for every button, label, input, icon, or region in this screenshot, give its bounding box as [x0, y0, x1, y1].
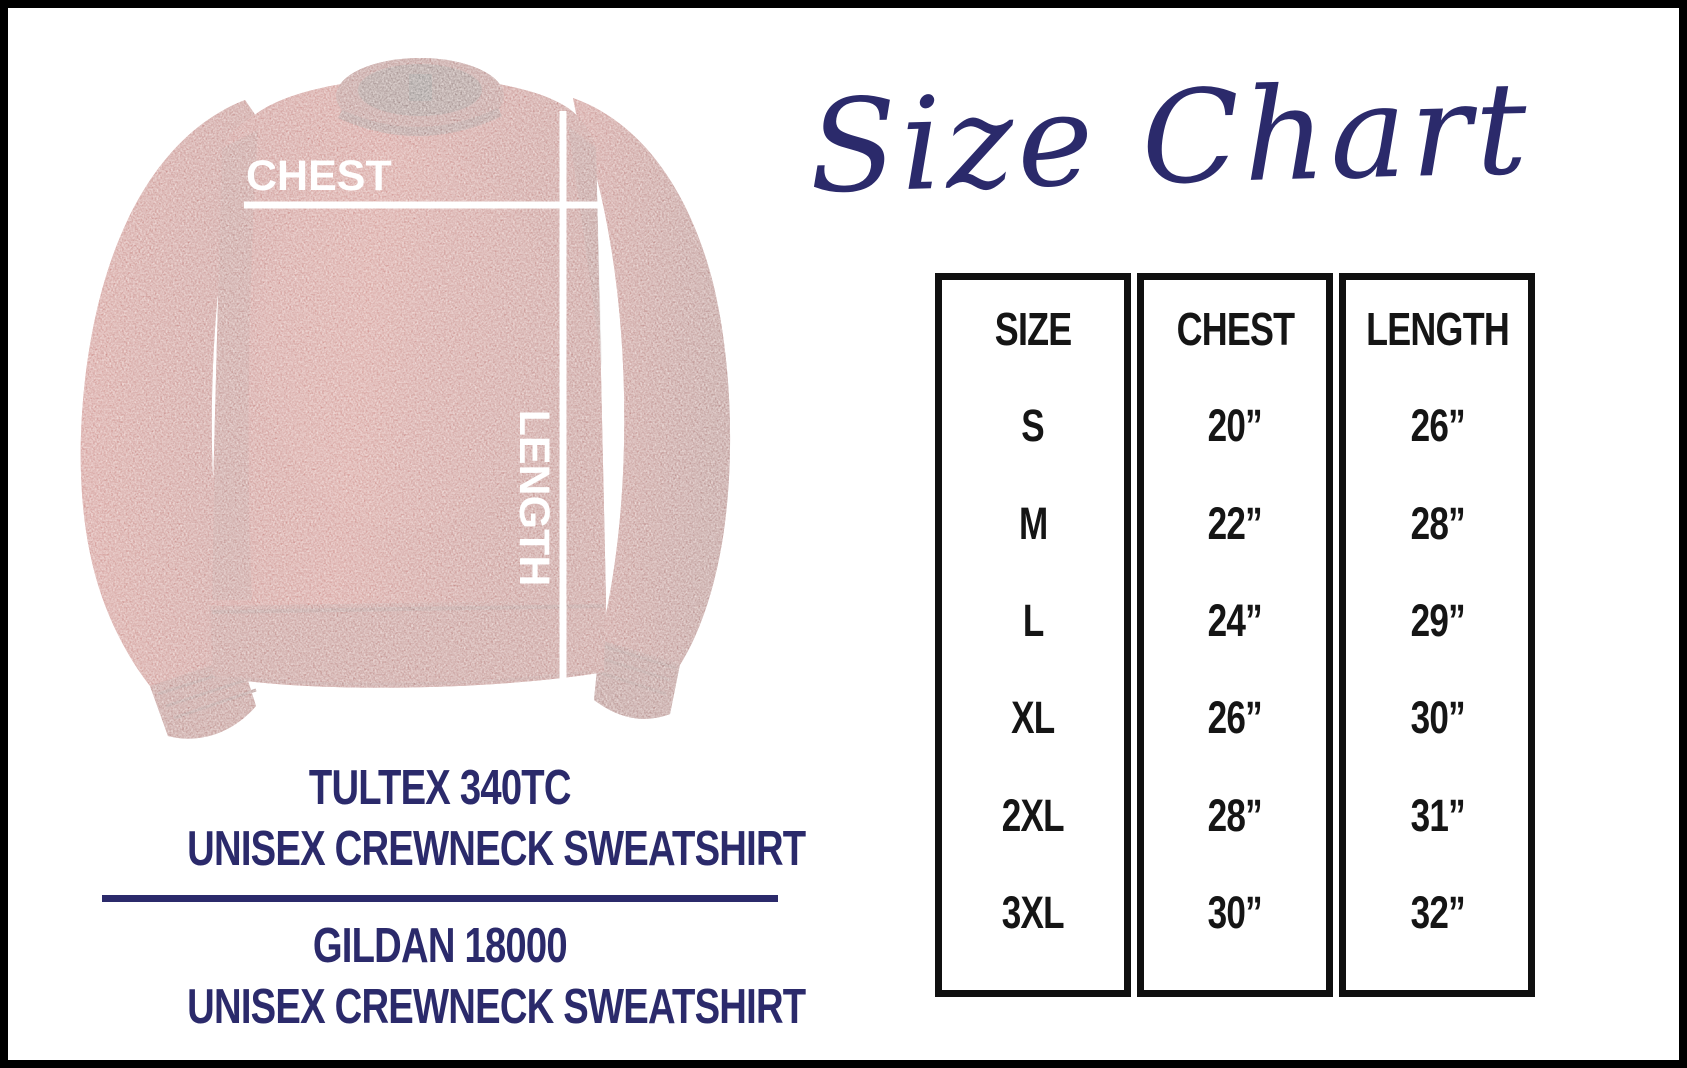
sweatshirt-image: CHEST LENGTH: [80, 58, 731, 739]
product-style-tultex: UNISEX CREWNECK SWEATSHIRT: [187, 822, 806, 876]
neck-tag: [409, 74, 432, 101]
product-style-gildan: UNISEX CREWNECK SWEATSHIRT: [187, 980, 806, 1034]
table-cell-size-s: S: [1021, 400, 1045, 452]
chest-label: CHEST: [246, 152, 392, 200]
table-cell-length-xl: 30”: [1410, 692, 1465, 744]
sweatshirt-shape: [80, 58, 731, 739]
product-name-gildan: GILDAN 18000: [312, 919, 568, 973]
table-cell-chest-l: 24”: [1207, 594, 1263, 646]
table-cell-chest-m: 22”: [1207, 497, 1263, 549]
column-header-chest: CHEST: [1176, 302, 1294, 355]
table-cell-length-l: 29”: [1410, 594, 1465, 646]
table-cell-size-xl: XL: [1011, 692, 1055, 744]
table-cell-size-3xl: 3XL: [1001, 887, 1065, 939]
divider-line: [102, 895, 778, 902]
table-cell-chest-s: 20”: [1207, 400, 1263, 452]
table-cell-size-m: M: [1018, 497, 1048, 549]
table-cell-length-2xl: 31”: [1410, 789, 1465, 841]
column-header-length: LENGTH: [1366, 302, 1510, 355]
size-column: SIZE S M L XL 2XL 3XL: [935, 273, 1131, 997]
table-cell-chest-3xl: 30”: [1207, 887, 1263, 939]
column-header-size: SIZE: [994, 302, 1072, 355]
table-cell-size-l: L: [1022, 594, 1044, 646]
size-chart-table: SIZE S M L XL 2XL 3XL CHEST 20” 22” 24”: [935, 273, 1535, 997]
chest-column: CHEST 20” 22” 24” 26” 28” 30”: [1137, 273, 1333, 997]
page-title: Size Chart: [807, 54, 1533, 222]
table-cell-chest-xl: 26”: [1207, 692, 1263, 744]
table-cell-length-s: 26”: [1410, 400, 1465, 452]
product-name-tultex: TULTEX 340TC: [309, 761, 572, 815]
table-cell-size-2xl: 2XL: [1001, 789, 1065, 841]
table-cell-length-3xl: 32”: [1410, 887, 1465, 939]
product-names-block: TULTEX 340TC UNISEX CREWNECK SWEATSHIRT …: [100, 758, 806, 1038]
length-column: LENGTH 26” 28” 29” 30” 31” 32”: [1339, 273, 1535, 997]
length-label: LENGTH: [510, 410, 558, 587]
table-cell-length-m: 28”: [1410, 497, 1465, 549]
table-cell-chest-2xl: 28”: [1207, 789, 1263, 841]
